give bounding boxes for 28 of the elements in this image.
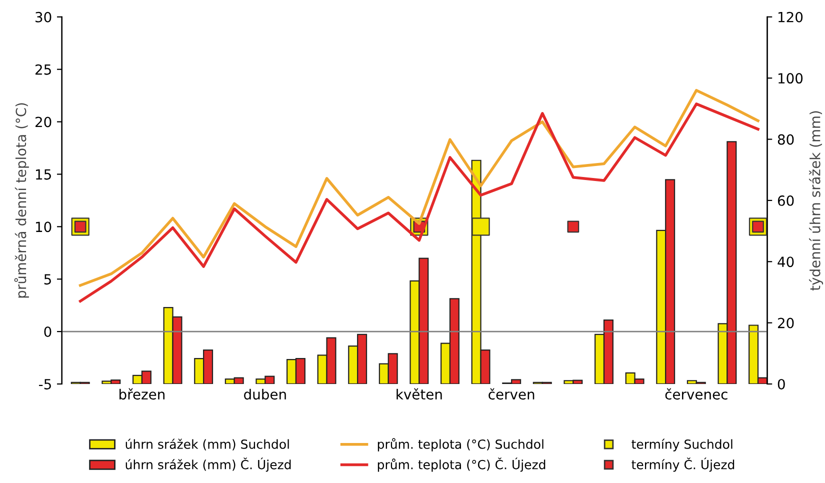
legend-label: prům. teplota (°C) Suchdol: [378, 438, 544, 452]
x-tick-label: červenec: [665, 388, 728, 400]
x-tick-label: březen: [120, 388, 164, 400]
y2-tick-label: 80: [778, 134, 794, 145]
y2-tick-label: 40: [778, 256, 794, 268]
y2-tick-label: 100: [778, 73, 803, 84]
y-tick-label: 25: [35, 64, 51, 75]
y2-tick-label: 60: [778, 195, 794, 206]
y-tick-label: 20: [35, 116, 52, 128]
x-tick-label: duben: [244, 388, 286, 400]
y2-axis-title: týdenní úhrn srážek (mm): [809, 111, 824, 290]
y-tick-label: 10: [36, 222, 52, 232]
y-tick-label: 15: [36, 169, 51, 180]
y2-tick-label: 120: [778, 12, 803, 22]
legend-label: úhrn srážek (mm) Suchdol: [126, 438, 289, 450]
x-tick-label: květen: [396, 388, 442, 400]
x-tick-label: červen: [488, 388, 534, 400]
legend-label: úhrn srážek (mm) Č. Újezd: [126, 458, 291, 472]
y2-tick-label: 20: [778, 318, 794, 328]
y-axis-title: průměrná denní teplota (°C): [14, 103, 29, 298]
y-tick-label: 0: [44, 326, 52, 338]
legend-label: termíny Č. Újezd: [632, 458, 734, 472]
y-tick-label: 30: [36, 12, 52, 22]
y2-tick-label: 0: [778, 378, 785, 390]
y-tick-label: 5: [44, 274, 51, 285]
legend-label: termíny Suchdol: [632, 438, 732, 452]
y-tick-label: -5: [38, 379, 51, 390]
legend-label: prům. teplota (°C) Č. Újezd: [378, 458, 546, 472]
